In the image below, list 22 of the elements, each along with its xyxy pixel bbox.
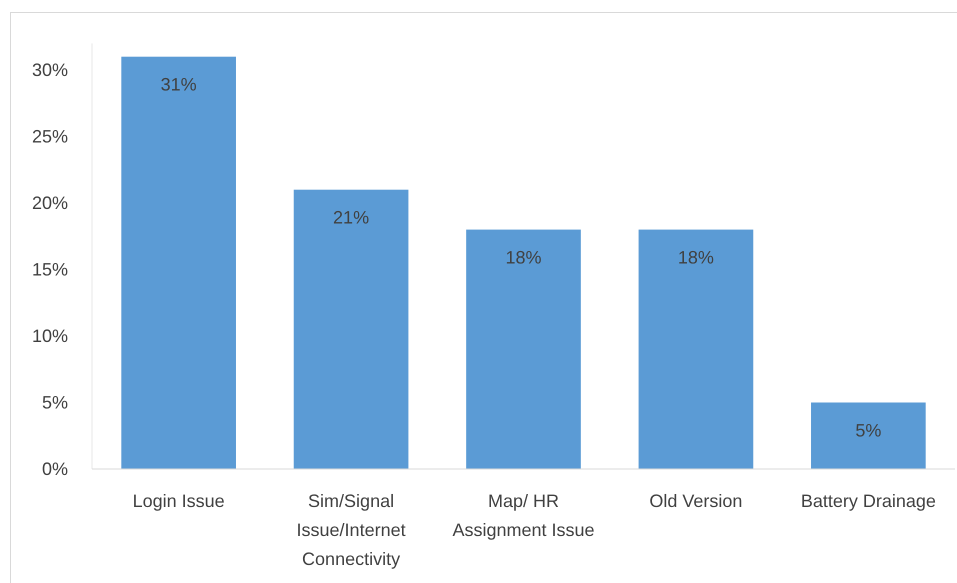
x-tick-label: Old Version — [649, 491, 742, 511]
data-label: 18% — [505, 248, 542, 268]
y-tick-label: 15% — [32, 259, 68, 280]
bar — [466, 230, 581, 469]
data-label: 21% — [333, 208, 370, 228]
x-tick-label: Map/ HR Assignment Issue — [452, 491, 595, 540]
y-tick-label: 5% — [42, 392, 68, 412]
y-tick-label: 30% — [32, 60, 68, 80]
data-label: 18% — [678, 248, 714, 268]
bar — [638, 230, 754, 469]
y-tick-label: 0% — [42, 458, 68, 479]
x-tick-label: Login Issue — [132, 491, 225, 511]
y-tick-label: 10% — [32, 326, 68, 346]
bar — [294, 190, 408, 469]
y-tick-label: 20% — [32, 192, 68, 213]
data-label: 31% — [160, 74, 197, 95]
data-label: 5% — [855, 420, 882, 440]
x-tick-label: Battery Drainage — [800, 491, 936, 511]
y-tick-label: 25% — [32, 126, 68, 146]
bar — [121, 56, 236, 469]
x-tick-label: Sim/Signal Issue/Internet Connectivity — [296, 491, 406, 569]
bar — [811, 402, 926, 469]
